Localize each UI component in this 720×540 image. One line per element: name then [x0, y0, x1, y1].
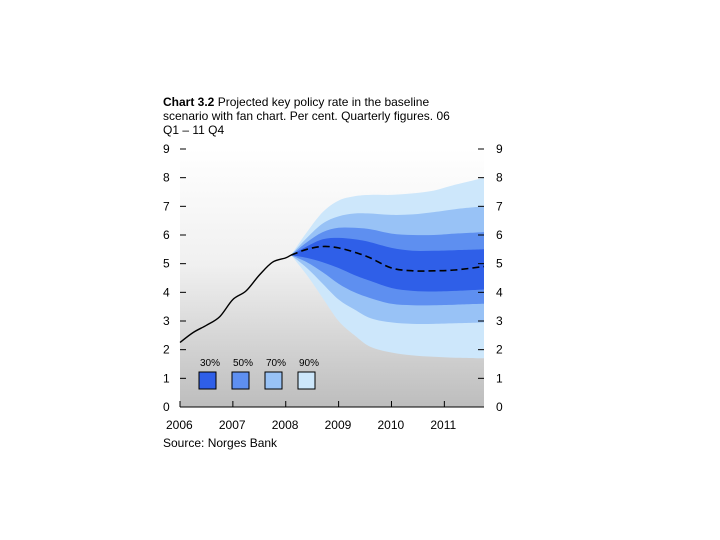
legend-label-90: 90% [299, 358, 319, 369]
legend-label-30: 30% [200, 358, 220, 369]
y-tick-label-right: 4 [496, 285, 503, 299]
x-tick-label: 2010 [377, 418, 404, 432]
legend-label-70: 70% [266, 358, 286, 369]
projection-median-line [290, 245, 485, 272]
x-tick-label: 2007 [219, 418, 246, 432]
source-note: Source: Norges Bank [163, 436, 278, 450]
y-tick-label-right: 2 [496, 343, 503, 357]
y-tick-label-right: 3 [496, 314, 503, 328]
y-tick-label-left: 7 [163, 199, 170, 213]
legend-swatch-50 [231, 371, 250, 390]
x-tick-label: 2008 [272, 418, 299, 432]
x-tick-label: 2011 [430, 418, 456, 432]
y-tick-label-right: 8 [496, 171, 503, 185]
legend-swatch-90 [297, 371, 316, 390]
y-tick-label-left: 5 [163, 257, 170, 271]
y-tick-label-left: 4 [163, 285, 170, 299]
chart-title-text: Projected key policy rate in the baselin… [163, 95, 450, 137]
legend-label-50: 50% [233, 358, 253, 369]
y-tick-label-left: 8 [163, 171, 170, 185]
y-tick-label-left: 1 [163, 371, 170, 385]
y-tick-label-right: 1 [496, 371, 503, 385]
legend-swatch-70 [264, 371, 283, 390]
y-tick-label-left: 0 [163, 400, 170, 414]
y-tick-label-right: 6 [496, 228, 503, 242]
chart-title: Chart 3.2 Projected key policy rate in t… [163, 95, 463, 137]
y-tick-label-left: 2 [163, 343, 170, 357]
legend-swatch-30 [198, 371, 217, 390]
y-tick-label-right: 7 [496, 199, 503, 213]
x-tick-label: 2009 [325, 418, 352, 432]
y-tick-label-left: 6 [163, 228, 170, 242]
y-tick-label-right: 9 [496, 142, 503, 156]
x-tick-label: 2006 [166, 418, 193, 432]
y-tick-label-left: 3 [163, 314, 170, 328]
y-tick-label-left: 9 [163, 142, 170, 156]
y-tick-label-right: 0 [496, 400, 503, 414]
y-tick-label-right: 5 [496, 257, 503, 271]
chart-number: Chart 3.2 [163, 95, 215, 109]
fan-band-30 [291, 237, 484, 292]
historical-rate-line [179, 254, 292, 344]
